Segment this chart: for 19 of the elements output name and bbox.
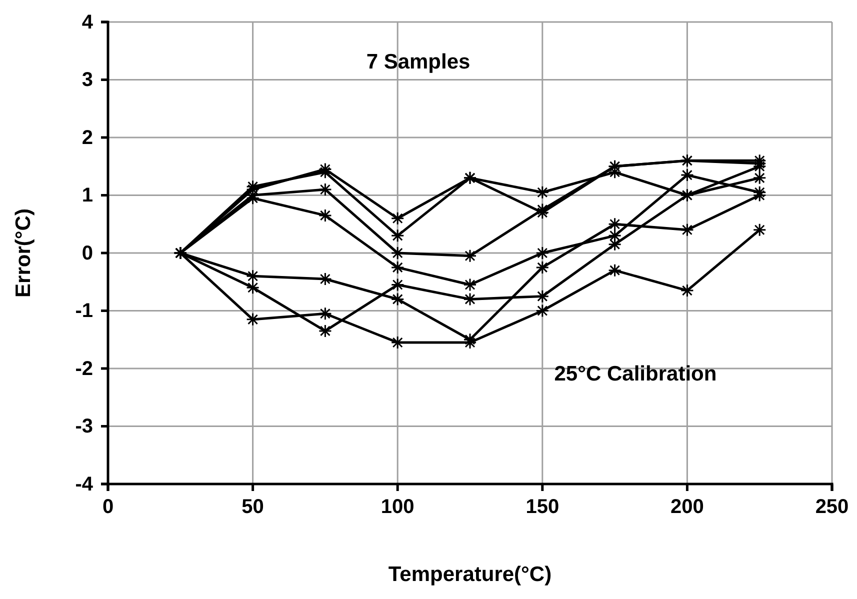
y-tick-label: -3 — [75, 416, 93, 438]
x-tick-label: 150 — [526, 496, 560, 518]
y-tick-label: -2 — [75, 358, 93, 380]
y-tick-label: 3 — [82, 69, 93, 92]
y-tick-label: 1 — [82, 184, 93, 207]
annotation: 7 Samples — [366, 50, 470, 74]
x-tick-label: 50 — [242, 496, 264, 518]
y-tick-label: 2 — [82, 126, 93, 149]
y-axis-title: Error(°C) — [12, 208, 35, 298]
annotation: 25°C Calibration — [554, 362, 717, 386]
y-tick-label: -4 — [75, 473, 94, 496]
x-tick-label: 200 — [670, 496, 704, 518]
x-tick-label: 100 — [380, 496, 414, 518]
y-tick-label: -1 — [75, 300, 93, 322]
x-tick-label: 0 — [102, 496, 114, 518]
y-tick-label: 4 — [82, 11, 94, 34]
x-axis-title: Temperature(°C) — [388, 563, 552, 586]
x-tick-label: 250 — [815, 496, 849, 518]
y-tick-label: 0 — [82, 242, 93, 264]
